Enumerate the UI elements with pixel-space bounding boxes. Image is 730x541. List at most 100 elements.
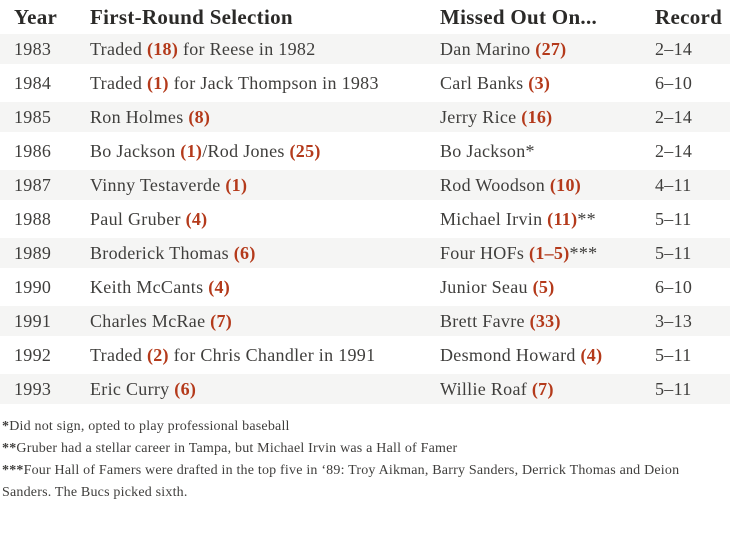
year-cell: 1990 bbox=[0, 272, 90, 306]
record-cell: 6–10 bbox=[655, 272, 730, 306]
draft-pick-number: (11) bbox=[547, 208, 578, 229]
year-cell: 1993 bbox=[0, 374, 90, 408]
draft-pick-number: (4) bbox=[580, 344, 603, 365]
table-body: 1983 Traded (18) for Reese in 1982 Dan Mar… bbox=[0, 34, 730, 408]
record-cell: 3–13 bbox=[655, 306, 730, 340]
text-segment: Junior Seau bbox=[440, 276, 533, 297]
record-cell: 5–11 bbox=[655, 374, 730, 408]
year-cell: 1989 bbox=[0, 238, 90, 272]
first-round-selection-cell: Traded (1) for Jack Thompson in 1983 bbox=[90, 68, 440, 102]
text-segment: Four Hall of Famers were drafted in the … bbox=[2, 463, 680, 500]
footnote-marker: ** bbox=[2, 441, 17, 456]
missed-out-on-cell: Rod Woodson (10) bbox=[440, 170, 655, 204]
draft-pick-number: (27) bbox=[535, 38, 567, 59]
text-segment: Carl Banks bbox=[440, 72, 529, 93]
text-segment: Ron Holmes bbox=[90, 106, 189, 127]
text-segment: Vinny Testaverde bbox=[90, 174, 226, 195]
draft-pick-number: (1) bbox=[146, 72, 169, 93]
text-segment: Rod Woodson bbox=[440, 174, 550, 195]
text-segment: Traded bbox=[90, 72, 147, 93]
text-segment: Bo Jackson bbox=[90, 140, 181, 161]
year-cell: 1987 bbox=[0, 170, 90, 204]
footnote-3: ***Four Hall of Famers were drafted in t… bbox=[2, 460, 716, 504]
text-segment: Four HOFs bbox=[440, 242, 530, 263]
first-round-selection-cell: Ron Holmes (8) bbox=[90, 102, 440, 136]
footnote-1: *Did not sign, opted to play professiona… bbox=[2, 416, 716, 438]
first-round-selection-cell: Bo Jackson (1)/Rod Jones (25) bbox=[90, 136, 440, 170]
text-segment: Michael Irvin bbox=[440, 208, 548, 229]
first-round-selection-cell: Paul Gruber (4) bbox=[90, 204, 440, 238]
text-segment: for Chris Chandler in 1991 bbox=[168, 344, 376, 365]
table-row-1988: 1988 Paul Gruber (4) Michael Irvin (11)** 5… bbox=[0, 204, 730, 238]
table-row-1990: 1990 Keith McCants (4) Junior Seau (5) 6–10 bbox=[0, 272, 730, 306]
missed-out-on-cell: Michael Irvin (11)** bbox=[440, 204, 655, 238]
missed-out-on-cell: Jerry Rice (16) bbox=[440, 102, 655, 136]
text-segment: Gruber had a stellar career in Tampa, bu… bbox=[16, 441, 458, 456]
year-cell: 1992 bbox=[0, 340, 90, 374]
text-segment: /Rod Jones bbox=[202, 140, 290, 161]
text-segment: for Reese in 1982 bbox=[178, 38, 316, 59]
table-header-row: Year First-Round Selection Missed Out On… bbox=[0, 0, 730, 34]
column-header-record: Record bbox=[655, 4, 723, 29]
missed-out-on-cell: Dan Marino (27) bbox=[440, 34, 655, 68]
year-cell: 1986 bbox=[0, 136, 90, 170]
column-header-missed-out-on: Missed Out On... bbox=[440, 4, 598, 29]
text-segment: Broderick Thomas bbox=[90, 242, 234, 263]
missed-out-on-cell: Junior Seau (5) bbox=[440, 272, 655, 306]
first-round-selection-cell: Charles McRae (7) bbox=[90, 306, 440, 340]
record-cell: 2–14 bbox=[655, 102, 730, 136]
first-round-selection-cell: Traded (18) for Reese in 1982 bbox=[90, 34, 440, 68]
draft-pick-number: (3) bbox=[528, 72, 551, 93]
record-cell: 5–11 bbox=[655, 340, 730, 374]
table-row-1986: 1986 Bo Jackson (1)/Rod Jones (25) Bo Jack… bbox=[0, 136, 730, 170]
draft-pick-number: (6) bbox=[233, 242, 256, 263]
table-row-1991: 1991 Charles McRae (7) Brett Favre (33) 3–1… bbox=[0, 306, 730, 340]
draft-pick-number: (1) bbox=[180, 140, 203, 161]
record-cell: 4–11 bbox=[655, 170, 730, 204]
footnotes: *Did not sign, opted to play professiona… bbox=[0, 416, 724, 504]
draft-pick-number: (18) bbox=[146, 38, 179, 59]
text-segment: Dan Marino bbox=[440, 38, 536, 59]
year-cell: 1985 bbox=[0, 102, 90, 136]
table-row-1989: 1989 Broderick Thomas (6) Four HOFs (1–5)*… bbox=[0, 238, 730, 272]
column-header-first-round-selection: First-Round Selection bbox=[90, 4, 293, 29]
footnote-marker: *** bbox=[2, 463, 24, 478]
text-segment: Bo Jackson* bbox=[440, 140, 535, 161]
draft-pick-number: (25) bbox=[289, 140, 321, 161]
first-round-selection-cell: Vinny Testaverde (1) bbox=[90, 170, 440, 204]
draft-pick-number: (8) bbox=[188, 106, 211, 127]
text-segment: ** bbox=[577, 208, 596, 229]
text-segment: Willie Roaf bbox=[440, 378, 532, 399]
record-cell: 2–14 bbox=[655, 34, 730, 68]
text-segment: for Jack Thompson in 1983 bbox=[168, 72, 379, 93]
draft-pick-number: (33) bbox=[529, 310, 561, 331]
table-row-1993: 1993 Eric Curry (6) Willie Roaf (7) 5–11 bbox=[0, 374, 730, 408]
column-header-year: Year bbox=[14, 4, 58, 29]
draft-pick-number: (5) bbox=[532, 276, 555, 297]
footnote-marker: * bbox=[2, 419, 10, 434]
draft-pick-number: (1) bbox=[225, 174, 248, 195]
table-row-1992: 1992 Traded (2) for Chris Chandler in 199… bbox=[0, 340, 730, 374]
record-cell: 2–14 bbox=[655, 136, 730, 170]
year-cell: 1991 bbox=[0, 306, 90, 340]
record-cell: 5–11 bbox=[655, 204, 730, 238]
missed-out-on-cell: Four HOFs (1–5)*** bbox=[440, 238, 655, 272]
draft-pick-number: (1–5) bbox=[529, 242, 570, 263]
text-segment: Eric Curry bbox=[90, 378, 175, 399]
draft-pick-number: (6) bbox=[174, 378, 197, 399]
missed-out-on-cell: Willie Roaf (7) bbox=[440, 374, 655, 408]
table-header: Year First-Round Selection Missed Out On… bbox=[0, 0, 730, 34]
text-segment: Paul Gruber bbox=[90, 208, 186, 229]
draft-pick-number: (4) bbox=[185, 208, 208, 229]
draft-pick-number: (10) bbox=[549, 174, 582, 195]
text-segment: Desmond Howard bbox=[440, 344, 581, 365]
text-segment: Jerry Rice bbox=[440, 106, 522, 127]
table-row-1985: 1985 Ron Holmes (8) Jerry Rice (16) 2–14 bbox=[0, 102, 730, 136]
footnote-2: **Gruber had a stellar career in Tampa, … bbox=[2, 438, 716, 460]
missed-out-on-cell: Carl Banks (3) bbox=[440, 68, 655, 102]
table-row-1983: 1983 Traded (18) for Reese in 1982 Dan Mar… bbox=[0, 34, 730, 68]
text-segment: *** bbox=[569, 242, 598, 263]
first-round-selection-cell: Traded (2) for Chris Chandler in 1991 bbox=[90, 340, 440, 374]
text-segment: Traded bbox=[90, 344, 147, 365]
